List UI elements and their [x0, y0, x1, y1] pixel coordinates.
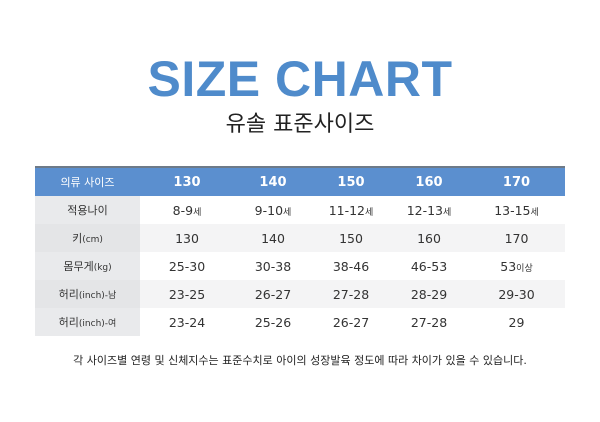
- cell-value: 23-24: [168, 314, 206, 330]
- table-cell: 11-12세: [312, 196, 390, 224]
- cell-unit: 세: [443, 207, 452, 218]
- table-cell: 150: [312, 224, 390, 252]
- table-cell: 27-28: [312, 280, 390, 308]
- cell-value: 38-46: [332, 258, 370, 274]
- table-cell: 29: [468, 308, 565, 336]
- cell-value: 키: [72, 232, 83, 245]
- table-cell: 28-29: [390, 280, 468, 308]
- cell-value: 11-12: [328, 202, 366, 218]
- table-row: 허리(inch)-남 23-25 26-27 27-28 28-29 29-30: [35, 280, 565, 308]
- cell-value: 46-53: [410, 258, 448, 274]
- disclaimer-note: 각 사이즈별 연령 및 신체지수는 표준수치로 아이의 성장발육 정도에 따라 …: [73, 354, 527, 367]
- table-cell: 46-53: [390, 252, 468, 280]
- row-label: 허리(inch)-남: [35, 280, 140, 308]
- cell-unit: (kg): [93, 263, 112, 273]
- cell-value: 29: [508, 314, 525, 330]
- table-header-row: 의류 사이즈 130 140 150 160 170: [35, 166, 565, 196]
- cell-value: 몸무게: [63, 260, 94, 273]
- cell-value: 8-9: [172, 202, 194, 218]
- cell-value: 13-15: [494, 202, 531, 218]
- table-cell: 29-30: [468, 280, 565, 308]
- table-row: 적용나이 8-9세 9-10세 11-12세 12-13세 13-15세: [35, 196, 565, 224]
- table-cell: 9-10세: [234, 196, 312, 224]
- cell-value: 140: [261, 230, 285, 246]
- cell-value: 29-30: [498, 286, 535, 302]
- table-cell: 30-38: [234, 252, 312, 280]
- cell-value: 26-27: [254, 286, 292, 302]
- table-row: 키(cm) 130 140 150 160 170: [35, 224, 565, 252]
- cell-unit: 이상: [516, 263, 533, 274]
- header-size-label: 의류 사이즈: [35, 166, 140, 196]
- cell-value: 허리: [58, 288, 79, 301]
- cell-value: 허리: [58, 316, 79, 329]
- table-row: 허리(inch)-여 23-24 25-26 26-27 27-28 29: [35, 308, 565, 336]
- cell-value: 25-26: [254, 314, 292, 330]
- table-cell: 160: [390, 224, 468, 252]
- cell-value: 28-29: [410, 286, 448, 302]
- cell-unit: 세: [365, 207, 374, 218]
- table-cell: 13-15세: [468, 196, 565, 224]
- table-cell: 12-13세: [390, 196, 468, 224]
- cell-value: 9-10: [254, 202, 284, 218]
- table-cell: 25-26: [234, 308, 312, 336]
- cell-value: 적용나이: [67, 204, 108, 217]
- table-cell: 26-27: [312, 308, 390, 336]
- cell-value: 27-28: [332, 286, 370, 302]
- table-cell: 27-28: [390, 308, 468, 336]
- cell-value: 26-27: [332, 314, 370, 330]
- table-cell: 23-24: [140, 308, 234, 336]
- table-row: 몸무게(kg) 25-30 30-38 38-46 46-53 53이상: [35, 252, 565, 280]
- table-cell: 38-46: [312, 252, 390, 280]
- table-cell: 53이상: [468, 252, 565, 280]
- table-cell: 23-25: [140, 280, 234, 308]
- cell-value: 25-30: [168, 258, 206, 274]
- cell-unit: (inch)-여: [78, 319, 117, 329]
- row-label: 키(cm): [35, 224, 140, 252]
- table-cell: 130: [140, 224, 234, 252]
- row-label: 적용나이: [35, 196, 140, 224]
- header-size-160: 160: [390, 166, 468, 196]
- header-size-170: 170: [468, 166, 565, 196]
- page-subtitle: 유솔 표준사이즈: [225, 112, 375, 137]
- table-cell: 26-27: [234, 280, 312, 308]
- cell-value: 160: [417, 230, 441, 246]
- cell-value: 170: [504, 230, 529, 246]
- cell-value: 53: [500, 258, 517, 274]
- table-cell: 140: [234, 224, 312, 252]
- table-cell: 8-9세: [140, 196, 234, 224]
- size-chart-table: 의류 사이즈 130 140 150 160 170 적용나이 8-9세 9-10세 11-12…: [35, 166, 565, 336]
- header-size-150: 150: [312, 166, 390, 196]
- page-title: SIZE CHART: [147, 51, 453, 107]
- cell-value: 130: [175, 230, 199, 246]
- row-label: 몸무게(kg): [35, 252, 140, 280]
- row-label: 허리(inch)-여: [35, 308, 140, 336]
- cell-value: 150: [339, 230, 363, 246]
- cell-unit: 세: [283, 207, 292, 218]
- cell-value: 27-28: [410, 314, 448, 330]
- cell-value: 12-13: [406, 202, 444, 218]
- table-cell: 25-30: [140, 252, 234, 280]
- cell-unit: (inch)-남: [78, 291, 117, 301]
- cell-unit: 세: [530, 207, 539, 218]
- cell-unit: 세: [193, 207, 202, 218]
- cell-value: 30-38: [254, 258, 292, 274]
- cell-value: 23-25: [168, 286, 206, 302]
- cell-unit: (cm): [82, 235, 103, 245]
- header-size-140: 140: [234, 166, 312, 196]
- table-cell: 170: [468, 224, 565, 252]
- header-size-130: 130: [140, 166, 234, 196]
